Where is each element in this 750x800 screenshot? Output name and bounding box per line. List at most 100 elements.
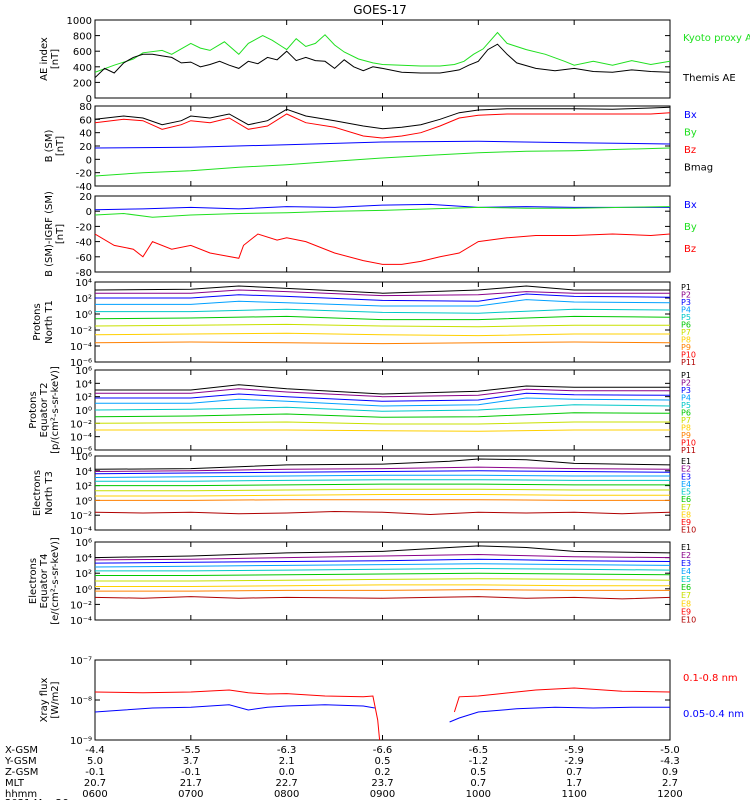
series-ae-themis-ae [95,43,670,79]
legend-e_t4: E7 [681,591,691,600]
orbit-value: 0.7 [470,778,486,789]
series-p_t2-p2 [95,388,670,398]
ytick-label-p_t2: 10⁻⁴ [70,433,92,444]
panel-frame-p_t1 [94,281,671,363]
orbit-value: 22.7 [276,778,298,789]
series-p_t2-p3 [95,392,670,402]
ytick-label-bigrf: 20 [79,192,92,203]
orbit-value: 0.2 [375,767,391,778]
ytick-label-bigrf: -60 [76,253,92,264]
legend-bsm: Bz [684,145,696,156]
orbit-value: 5.0 [87,756,103,767]
legend-e_t3: E2 [681,465,691,474]
ylabel-p_t2: Equator T2 [39,383,50,438]
panel-p_t2: 10⁻⁶ 10⁻⁴ 10⁻² 10⁰ 10² 10⁴ 10⁶ Protons Equator T… [28,366,696,457]
ytick-label-ae: 0 [86,94,92,105]
series-e_t4-e10 [95,596,670,600]
series-p_t2-p7 [95,421,670,425]
legend-e_t3: E10 [681,526,696,535]
ylabel-bigrf: [nT] [55,224,66,244]
series-bigrf-by [95,206,670,218]
series-bsm-bmag [95,106,670,130]
legend-e_t4: E4 [681,567,691,576]
series-e_t3-e1 [95,458,670,470]
series-e_t4-e6 [95,572,670,576]
legend-e_t3: E3 [681,472,691,481]
ytick-label-bigrf: 0 [86,207,92,218]
series-p_t2-p5 [95,404,670,412]
legend-p_t2: P11 [681,446,696,455]
legend-p_t1: P11 [681,358,696,367]
legend-e_t4: E6 [681,583,691,592]
ytick-label-xray: 10⁻⁸ [70,696,92,707]
ytick-label-p_t1: 10⁻⁶ [70,358,92,369]
series-p_t1-p9 [95,341,670,345]
legend-bsm: By [684,128,697,139]
series-xray-0-05-0-4-nm [95,704,670,723]
plot-title: GOES-17 [353,3,407,17]
ytick-label-p_t1: 10² [75,294,92,305]
ylabel-e_t3: North T3 [44,471,55,515]
ytick-label-bsm: -20 [76,169,92,180]
orbit-row-label: MLT [5,778,25,789]
legend-ae: Kyoto proxy AE [683,33,750,44]
ylabel-bigrf: B (SM)-IGRF (SM) [44,191,55,277]
legend-e_t3: E9 [681,518,691,527]
panel-bsm: -40 -20 0 20 40 60 80 B (SM) [nT] Bx By Bz Bmag [44,102,713,193]
series-e_t3-e7 [95,488,670,492]
panel-bigrf: -80 -60 -40 -20 0 20 B (SM)-IGRF (SM) [nT] Bx By B… [44,191,697,279]
series-e_t4-e1 [95,545,670,559]
series-p_t1-p7 [95,323,670,328]
legend-p_t2: P5 [681,401,691,410]
ytick-label-xray: 10⁻⁹ [70,736,92,747]
series-e_t4-e2 [95,553,670,561]
legend-bigrf: Bz [684,244,696,255]
series-p_t1-p1 [95,285,670,294]
ylabel-bsm: B (SM) [44,129,55,162]
ylabel-e_t4: Equator T4 [39,554,50,609]
legend-p_t2: P1 [681,371,691,380]
legend-p_t2: P8 [681,423,691,432]
legend-xray: 0.1-0.8 nm [683,673,738,684]
ylabel-e_t4: Electrons [28,558,39,604]
legend-bsm: Bmag [684,163,713,174]
series-bigrf-bz [95,233,670,265]
series-e_t4-e8 [95,584,670,587]
ytick-label-e_t3: 10⁴ [75,467,92,478]
series-p_t2-p6 [95,412,670,418]
orbit-value: 0600 [82,789,107,800]
orbit-value: -5.9 [564,745,584,756]
orbit-value: -5.5 [181,745,201,756]
ytick-label-e_t4: 10⁶ [75,538,92,549]
panel-frame-ae [94,19,671,99]
ytick-label-p_t1: 10⁴ [75,278,92,289]
orbit-value: 1000 [466,789,491,800]
ytick-label-bigrf: -20 [76,222,92,233]
legend-e_t3: E4 [681,480,691,489]
ytick-label-p_t2: 10⁻² [70,419,92,430]
ytick-label-ae: 200 [73,78,92,89]
series-e_t4-e5 [95,567,670,572]
legend-p_t1: P10 [681,350,696,359]
legend-p_t2: P2 [681,379,691,388]
legend-e_t3: E1 [681,457,691,466]
legend-p_t1: P1 [681,283,691,292]
ytick-label-bsm: 0 [86,155,92,166]
orbit-value: 0900 [370,789,395,800]
legend-e_t3: E8 [681,510,691,519]
ytick-label-bsm: -40 [76,182,92,193]
series-e_t3-e5 [95,479,670,482]
ytick-label-ae: 600 [73,47,92,58]
orbit-value: 0.0 [279,767,295,778]
legend-e_t3: E7 [681,503,691,512]
ytick-label-p_t2: 10⁰ [75,406,92,417]
legend-p_t2: P9 [681,431,691,440]
orbit-value: 0.9 [662,767,678,778]
legend-p_t1: P5 [681,313,691,322]
series-bsm-bz [95,112,670,139]
ylabel-ae: AE index [39,37,50,81]
legend-e_t4: E3 [681,559,691,568]
legend-p_t2: P6 [681,408,691,417]
